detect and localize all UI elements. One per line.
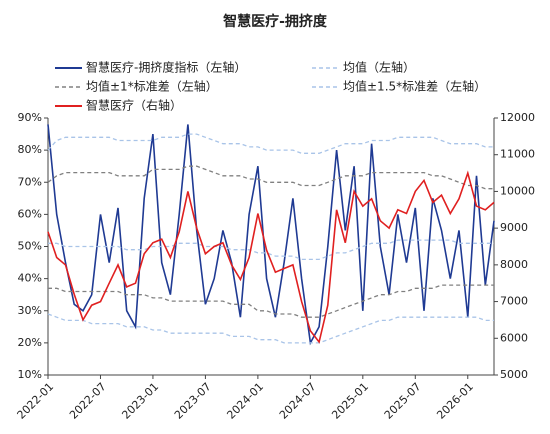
x-tick-label: 2022-01 bbox=[15, 380, 57, 422]
y2-tick-label: 11000 bbox=[500, 148, 535, 161]
y2-tick-label: 8000 bbox=[500, 258, 528, 271]
x-tick-label: 2024-07 bbox=[277, 380, 319, 422]
y-tick-label: 80% bbox=[18, 143, 42, 156]
y2-tick-label: 7000 bbox=[500, 295, 528, 308]
y-tick-label: 10% bbox=[18, 368, 42, 381]
x-tick-label: 2022-07 bbox=[67, 380, 109, 422]
legend-label: 均值±1.5*标准差（左轴） bbox=[343, 79, 486, 94]
x-tick-label: 2023-07 bbox=[172, 380, 214, 422]
y2-tick-label: 12000 bbox=[500, 111, 535, 124]
x-tick-label: 2025-01 bbox=[329, 380, 371, 422]
legend-label: 智慧医疗-拥挤度指标（左轴） bbox=[86, 60, 246, 75]
y2-tick-label: 10000 bbox=[500, 184, 535, 197]
series-line bbox=[47, 170, 495, 344]
legend: 智慧医疗-拥挤度指标（左轴） 均值（左轴） 均值±1*标准差（左轴） 均值±1.… bbox=[55, 60, 486, 113]
series-line bbox=[47, 313, 494, 344]
y-tick-label: 70% bbox=[18, 175, 42, 188]
series-line bbox=[47, 165, 494, 190]
series-line bbox=[47, 124, 495, 346]
y-tick-label: 90% bbox=[18, 111, 42, 124]
x-tick-label: 2023-01 bbox=[119, 380, 161, 422]
legend-label: 智慧医疗（右轴） bbox=[86, 98, 182, 113]
series-line bbox=[48, 239, 494, 261]
y-tick-label: 60% bbox=[18, 207, 42, 220]
legend-label: 均值±1*标准差（左轴） bbox=[86, 79, 218, 94]
y-tick-label: 50% bbox=[18, 240, 42, 253]
legend-label: 均值（左轴） bbox=[343, 60, 415, 75]
y2-tick-label: 9000 bbox=[500, 221, 528, 234]
x-tick-label: 2025-07 bbox=[382, 380, 424, 422]
x-tick-label: 2024-01 bbox=[224, 380, 266, 422]
x-tick-label: 2026-01 bbox=[434, 380, 476, 422]
y-tick-label: 20% bbox=[18, 336, 42, 349]
y-tick-label: 40% bbox=[18, 272, 42, 285]
series-line bbox=[47, 133, 494, 154]
chart-title: 智慧医疗-拥挤度 bbox=[222, 13, 328, 30]
y-tick-label: 30% bbox=[18, 304, 42, 317]
y2-tick-label: 5000 bbox=[500, 368, 528, 381]
y2-tick-label: 6000 bbox=[500, 331, 528, 344]
